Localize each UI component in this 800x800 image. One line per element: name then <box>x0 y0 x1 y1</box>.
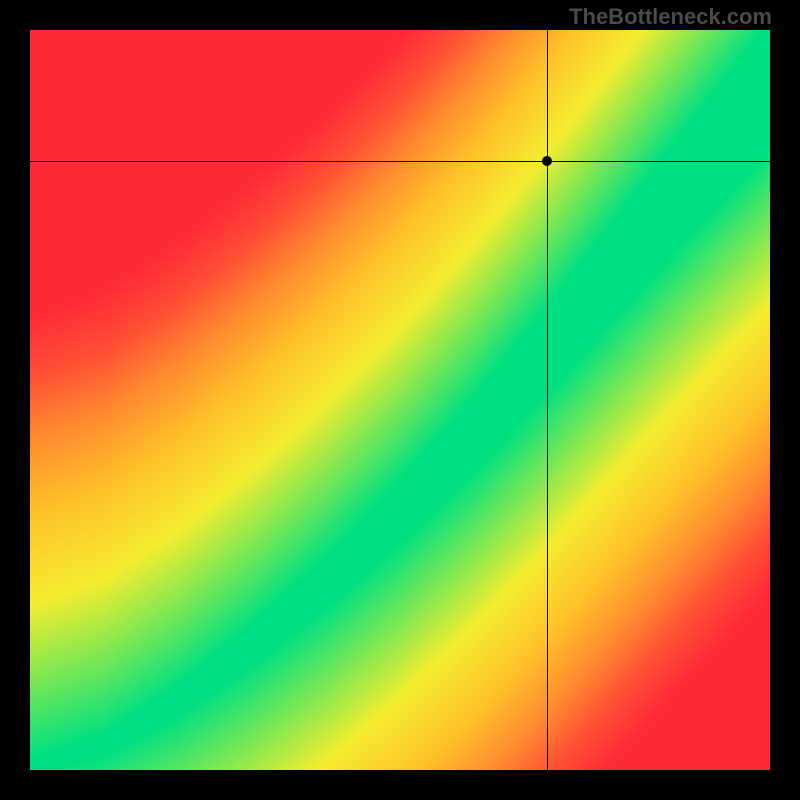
crosshair-marker <box>542 156 552 166</box>
heatmap-plot <box>30 30 770 770</box>
crosshair-horizontal <box>30 161 770 162</box>
watermark-text: TheBottleneck.com <box>569 4 772 30</box>
crosshair-vertical <box>547 30 548 770</box>
heatmap-canvas <box>30 30 770 770</box>
